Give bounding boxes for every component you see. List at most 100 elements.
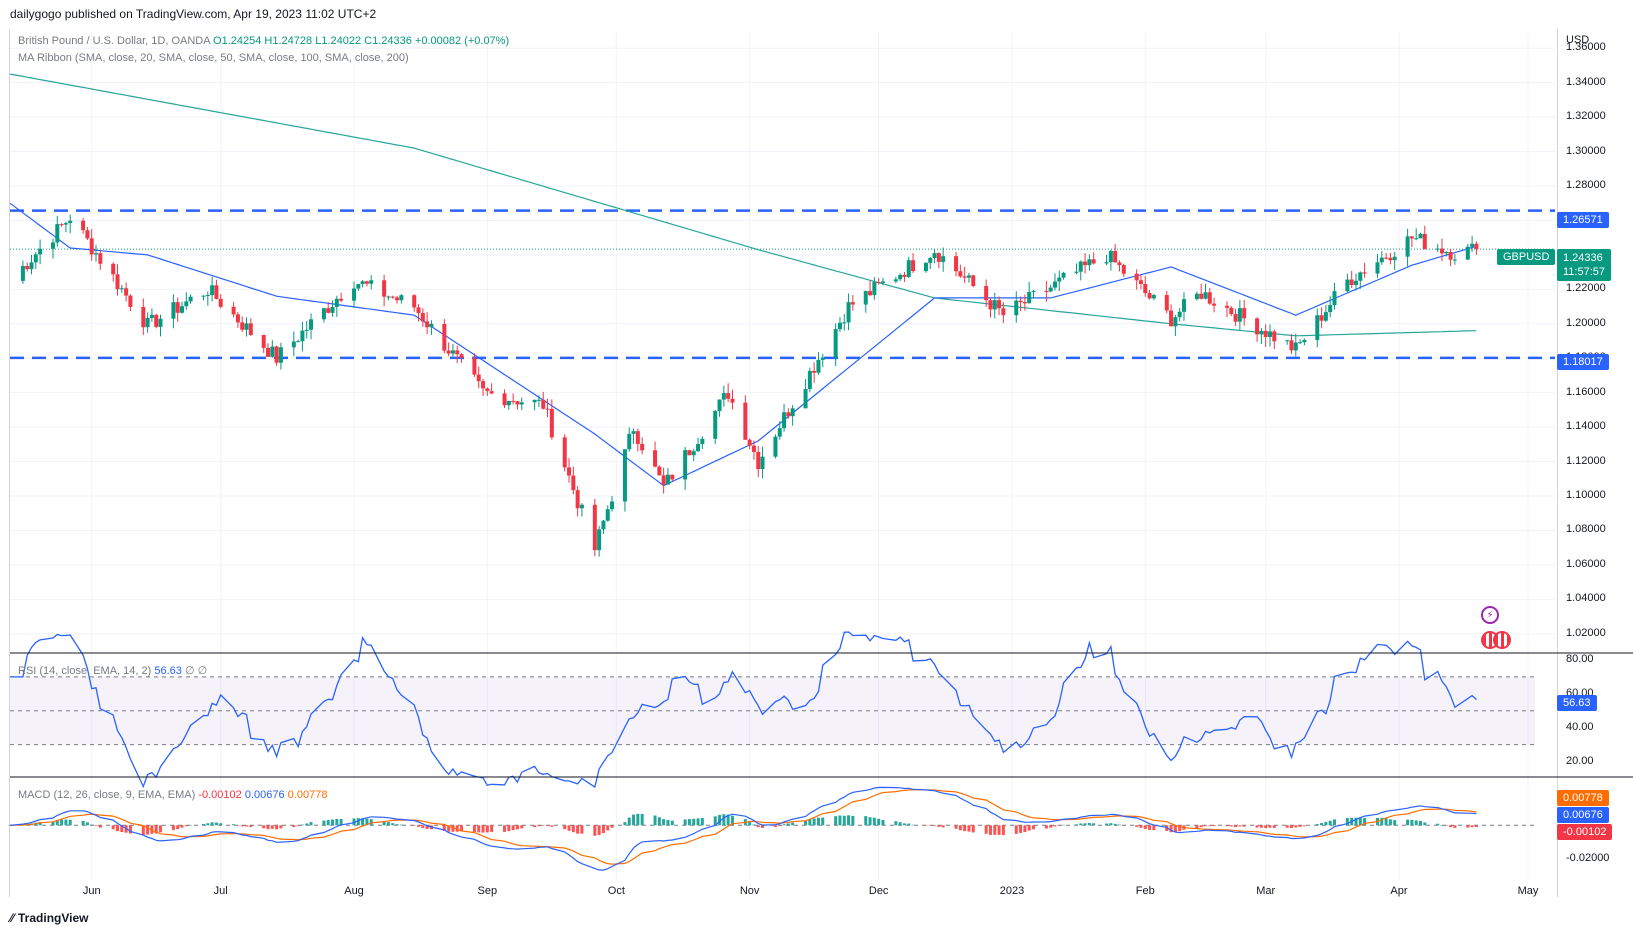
macd-hist-bar-down [933, 825, 937, 826]
macd-hist-bar-up [81, 820, 85, 826]
candle-body-up [880, 281, 885, 283]
candle-body-down [1212, 303, 1217, 306]
macd-hist-bar-up [834, 816, 838, 826]
candle-body-down [1474, 243, 1479, 250]
rsi-value-tag[interactable]: 56.63 [1557, 695, 1597, 711]
currency-label: USD [1566, 34, 1590, 46]
candle-body-up [1285, 340, 1290, 342]
macd-hist-bar-up [881, 820, 885, 826]
macd-hist-bar-up [692, 818, 696, 826]
macd-hist-bar-down [146, 825, 150, 835]
candle-body-down [1422, 233, 1427, 250]
candle-body-up [1358, 272, 1363, 281]
candle-body-up [171, 302, 176, 319]
candle-body-down [1147, 293, 1152, 299]
macd-signal-value: 0.00778 [287, 789, 328, 801]
candle-body-up [1470, 243, 1475, 247]
macd-hist-bar-down [511, 825, 515, 831]
macd-hist-bar-down [128, 825, 132, 834]
candle-body-down [395, 297, 400, 301]
main-legend[interactable]: British Pound / U.S. Dollar, 1D, OANDA O… [18, 35, 509, 47]
macd-hist-bar-up [1117, 824, 1121, 826]
macd-hist-bar-down [988, 825, 992, 835]
macd-hist-bar-up [1440, 825, 1444, 826]
candle-body-up [1031, 290, 1036, 293]
candle-body-up [291, 341, 296, 348]
candle-body-down [850, 302, 855, 305]
macd-hist-bar-up [326, 820, 330, 826]
macd-hist-bar-down [1199, 825, 1203, 828]
time-tick: Feb [1135, 885, 1155, 897]
macd-hist-bar-down [1449, 825, 1453, 828]
candle-body-up [717, 399, 722, 411]
macd-hist-bar-down [1259, 825, 1263, 828]
macd-hist-bar-down [1285, 825, 1289, 828]
candle-body-down [235, 314, 240, 323]
macd-legend[interactable]: MACD (12, 26, close, 9, EMA, EMA) -0.001… [18, 789, 327, 801]
macd-hist-bar-up [1436, 823, 1440, 826]
macd-hist-bar-down [1152, 825, 1156, 831]
candle-body-up [1259, 330, 1264, 335]
candle-body-up [304, 329, 309, 331]
candle-body-down [89, 238, 94, 255]
footer-logo[interactable]: ⁄⁄ TradingView [10, 911, 88, 925]
price-tick: 1.36000 [1566, 41, 1606, 54]
macd-hist-bar-up [395, 824, 399, 826]
macd-hist-bar-down [98, 825, 102, 828]
macd-hist-bar-down [576, 825, 580, 834]
ma-ribbon-legend[interactable]: MA Ribbon (SMA, close, 20, SMA, close, 5… [18, 52, 409, 64]
rsi-legend[interactable]: RSI (14, close, EMA, 14, 2) 56.63 ∅ ∅ [18, 664, 207, 677]
macd-hist-bar-down [1264, 825, 1268, 829]
candle-body-up [898, 274, 903, 280]
candle-body-up [1315, 315, 1320, 340]
candle-body-up [356, 284, 361, 289]
macd-hist-bar-down [1268, 825, 1272, 828]
us-flag-icon[interactable] [1493, 631, 1511, 649]
candle-body-down [442, 323, 447, 351]
support-tag[interactable]: 1.18017 [1557, 354, 1609, 370]
rsi-extra: ∅ ∅ [184, 665, 208, 677]
candle-body-down [1319, 315, 1324, 321]
candle-body-down [1018, 300, 1023, 303]
macd-hist-bar-up [322, 820, 326, 826]
tradingview-logo-icon: ⁄⁄ [10, 911, 15, 925]
macd-hist-bar-up [730, 815, 734, 826]
candle-body-up [1435, 248, 1440, 250]
macd-hist-bar-up [713, 816, 717, 826]
candle-body-down [1134, 273, 1139, 281]
macd-hist-bar-down [1148, 825, 1152, 830]
candle-body-down [1242, 308, 1247, 319]
candle-body-up [579, 504, 584, 509]
price-tick: 1.04000 [1566, 592, 1606, 605]
macd-hist-bar-down [472, 825, 476, 833]
macd-hist-bar-up [90, 824, 94, 826]
candle-body-down [81, 220, 86, 231]
candle-body-down [640, 443, 645, 451]
macd-hist-bar-up [821, 817, 825, 826]
candle-body-up [1375, 262, 1380, 274]
last-price-tag[interactable]: 1.24336 11:57:57 [1557, 249, 1612, 281]
macd-hist-tag[interactable]: -0.00102 [1557, 824, 1613, 840]
last-price: 1.24336 [1563, 252, 1603, 264]
time-tick: Jul [213, 885, 228, 897]
macd-hist-bar-down [485, 825, 489, 833]
candle-body-down [567, 467, 572, 476]
candle-body-down [1233, 314, 1238, 322]
macd-hist-bar-down [171, 825, 175, 831]
macd-hist-bar-up [640, 814, 644, 826]
symbol-tag[interactable]: GBPUSD [1497, 249, 1556, 265]
candle-body-up [893, 279, 898, 282]
macd-hist-bar-down [279, 825, 283, 829]
macd-line-tag[interactable]: 0.00676 [1557, 807, 1609, 823]
candle-body-down [502, 393, 507, 406]
resistance-tag[interactable]: 1.26571 [1557, 212, 1609, 228]
price-tick: 1.16000 [1566, 385, 1606, 398]
candle-body-up [1444, 251, 1449, 254]
lightning-icon[interactable]: ⚡ [1481, 606, 1499, 624]
macd-hist-bar-up [632, 814, 636, 826]
candle-body-down [1001, 308, 1006, 316]
macd-signal-tag[interactable]: 0.00778 [1557, 790, 1609, 806]
macd-hist-bar-up [683, 819, 687, 826]
macd-hist-bar-up [752, 824, 756, 826]
